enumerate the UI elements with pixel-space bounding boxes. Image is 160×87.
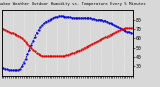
Text: Milwaukee Weather Outdoor Humidity vs. Temperature Every 5 Minutes: Milwaukee Weather Outdoor Humidity vs. T… (0, 2, 146, 6)
